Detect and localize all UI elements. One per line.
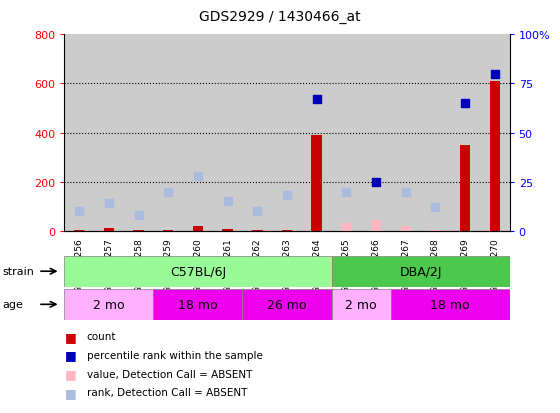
Text: count: count: [87, 332, 116, 342]
Point: [223, 199, 232, 205]
Text: rank, Detection Call = ABSENT: rank, Detection Call = ABSENT: [87, 387, 247, 397]
Bar: [361, 35, 391, 231]
Text: GDS2929 / 1430466_at: GDS2929 / 1430466_at: [199, 10, 361, 24]
Point: [253, 208, 262, 215]
Text: 18 mo: 18 mo: [178, 298, 218, 311]
Bar: [332, 35, 361, 231]
Bar: [421, 35, 450, 231]
Point: [372, 179, 381, 185]
Point: [312, 97, 321, 103]
Text: value, Detection Call = ABSENT: value, Detection Call = ABSENT: [87, 369, 252, 379]
Text: ■: ■: [64, 330, 76, 343]
Bar: [311, 135, 322, 231]
Bar: [450, 35, 480, 231]
Point: [460, 100, 469, 107]
Bar: [391, 289, 510, 320]
Point: [431, 204, 440, 211]
Bar: [460, 145, 470, 231]
Bar: [400, 226, 411, 231]
Point: [75, 208, 84, 215]
Bar: [163, 230, 174, 231]
Bar: [302, 35, 332, 231]
Bar: [242, 289, 332, 320]
Bar: [183, 35, 213, 231]
Text: strain: strain: [3, 266, 35, 277]
Point: [342, 189, 351, 195]
Bar: [332, 289, 391, 320]
Bar: [124, 35, 153, 231]
Point: [194, 173, 203, 180]
Point: [164, 189, 173, 195]
Text: age: age: [3, 299, 24, 310]
Text: percentile rank within the sample: percentile rank within the sample: [87, 350, 263, 360]
Point: [105, 201, 114, 207]
Bar: [64, 289, 153, 320]
Bar: [64, 35, 94, 231]
Text: ■: ■: [64, 386, 76, 399]
Bar: [252, 230, 263, 231]
Text: 26 mo: 26 mo: [267, 298, 307, 311]
Bar: [430, 230, 441, 231]
Bar: [489, 82, 500, 231]
Bar: [242, 35, 272, 231]
Text: ■: ■: [64, 367, 76, 380]
Text: DBA/2J: DBA/2J: [399, 265, 442, 278]
Bar: [74, 230, 85, 231]
Point: [401, 189, 410, 195]
Bar: [64, 256, 332, 287]
Bar: [391, 35, 421, 231]
Bar: [272, 35, 302, 231]
Bar: [94, 35, 124, 231]
Bar: [193, 226, 203, 231]
Bar: [332, 256, 510, 287]
Bar: [371, 220, 381, 231]
Bar: [222, 229, 233, 231]
Text: 2 mo: 2 mo: [346, 298, 377, 311]
Point: [282, 192, 291, 199]
Bar: [104, 229, 114, 231]
Bar: [480, 35, 510, 231]
Text: C57BL/6J: C57BL/6J: [170, 265, 226, 278]
Bar: [153, 35, 183, 231]
Point: [491, 71, 500, 78]
Bar: [282, 230, 292, 231]
Bar: [153, 289, 242, 320]
Point: [134, 212, 143, 219]
Bar: [213, 35, 242, 231]
Bar: [133, 230, 144, 231]
Text: 2 mo: 2 mo: [93, 298, 125, 311]
Text: ■: ■: [64, 349, 76, 362]
Bar: [341, 224, 352, 231]
Text: 18 mo: 18 mo: [431, 298, 470, 311]
